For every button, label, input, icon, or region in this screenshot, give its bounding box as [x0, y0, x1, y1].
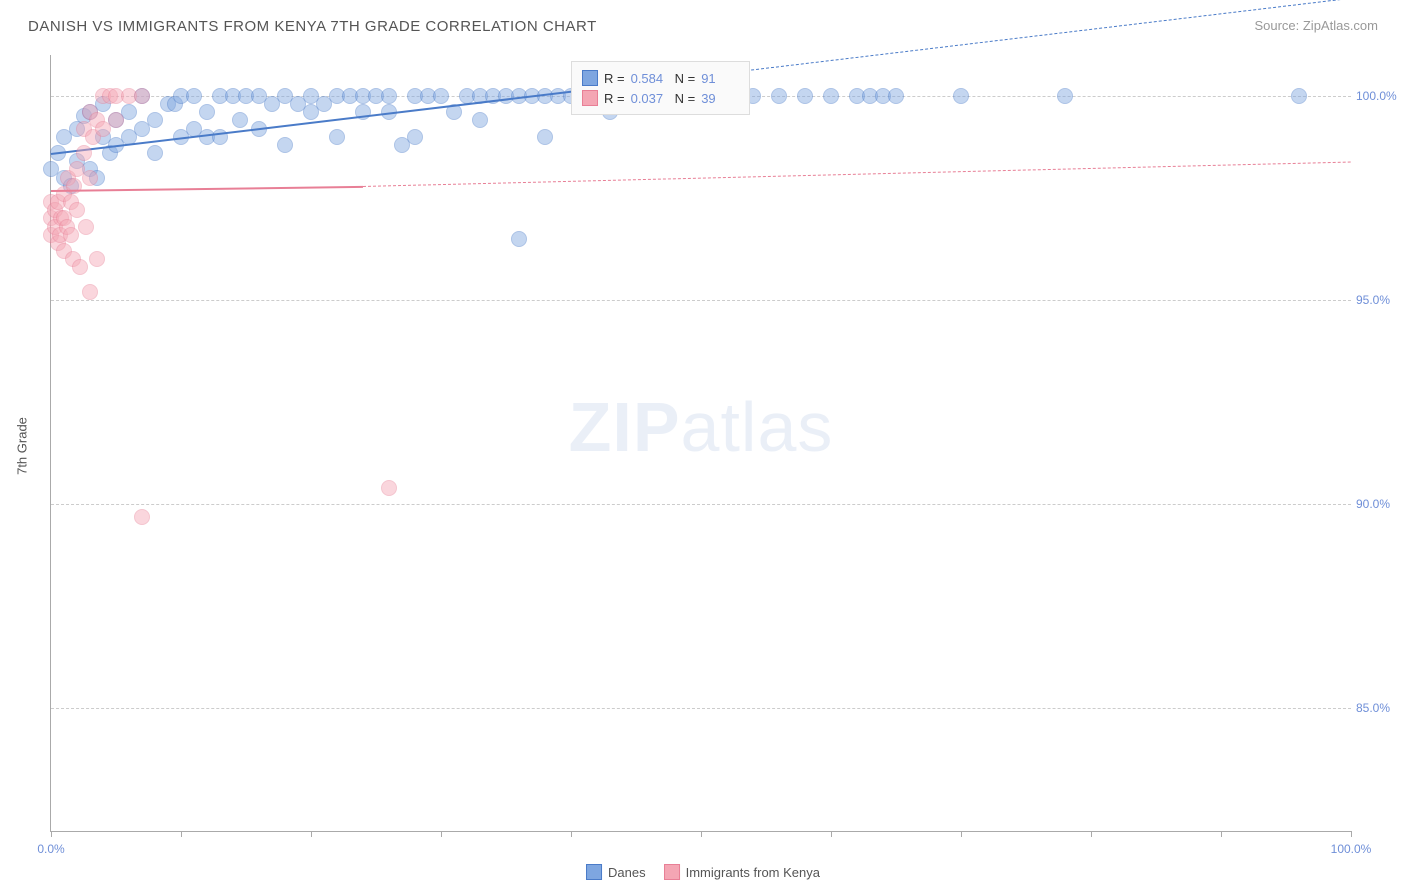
legend-swatch [664, 864, 680, 880]
gridline [51, 504, 1351, 505]
scatter-point [147, 145, 163, 161]
x-tick [701, 831, 702, 837]
source-prefix: Source: [1254, 18, 1302, 33]
y-tick-label: 90.0% [1356, 497, 1401, 511]
scatter-point [186, 88, 202, 104]
r-label: R = [604, 91, 625, 106]
scatter-point [771, 88, 787, 104]
legend-swatch [586, 864, 602, 880]
scatter-point [72, 259, 88, 275]
scatter-point [134, 509, 150, 525]
scatter-point [76, 145, 92, 161]
scatter-point [69, 202, 85, 218]
scatter-point [537, 129, 553, 145]
scatter-point [407, 129, 423, 145]
watermark-atlas: atlas [681, 388, 834, 466]
legend-bottom: Danes Immigrants from Kenya [586, 864, 820, 880]
n-value: 91 [701, 71, 739, 86]
y-tick-label: 95.0% [1356, 293, 1401, 307]
trend-line [363, 161, 1351, 187]
scatter-point [381, 88, 397, 104]
scatter-point [82, 284, 98, 300]
scatter-point [1057, 88, 1073, 104]
x-tick [1351, 831, 1352, 837]
scatter-point [277, 137, 293, 153]
x-tick [51, 831, 52, 837]
legend-item: Danes [586, 864, 646, 880]
x-tick [311, 831, 312, 837]
scatter-point [329, 129, 345, 145]
scatter-point [134, 88, 150, 104]
scatter-point [63, 227, 79, 243]
scatter-point [472, 112, 488, 128]
x-tick [1091, 831, 1092, 837]
y-axis-title: 7th Grade [15, 417, 30, 475]
source-attribution: Source: ZipAtlas.com [1254, 18, 1378, 33]
scatter-point [147, 112, 163, 128]
scatter-point [108, 112, 124, 128]
gridline [51, 300, 1351, 301]
scatter-point [199, 104, 215, 120]
x-tick [961, 831, 962, 837]
stats-legend-row: R = 0.037 N = 39 [582, 88, 739, 108]
trend-line [51, 186, 363, 192]
chart-title: DANISH VS IMMIGRANTS FROM KENYA 7TH GRAD… [28, 18, 597, 35]
source-name: ZipAtlas.com [1303, 18, 1378, 33]
n-label: N = [675, 71, 696, 86]
r-value: 0.037 [631, 91, 669, 106]
y-tick-label: 100.0% [1356, 89, 1401, 103]
scatter-point [381, 480, 397, 496]
x-tick [1221, 831, 1222, 837]
x-tick [181, 831, 182, 837]
scatter-point [797, 88, 813, 104]
legend-label: Immigrants from Kenya [686, 865, 820, 880]
x-tick-label: 0.0% [37, 842, 64, 856]
x-tick [831, 831, 832, 837]
stats-legend-row: R = 0.584 N = 91 [582, 68, 739, 88]
scatter-point [953, 88, 969, 104]
legend-item: Immigrants from Kenya [664, 864, 820, 880]
stats-legend: R = 0.584 N = 91 R = 0.037 N = 39 [571, 61, 750, 115]
scatter-point [511, 231, 527, 247]
legend-swatch [582, 90, 598, 106]
scatter-point [78, 219, 94, 235]
watermark-zip: ZIP [569, 388, 681, 466]
legend-label: Danes [608, 865, 646, 880]
r-label: R = [604, 71, 625, 86]
scatter-point [82, 170, 98, 186]
n-value: 39 [701, 91, 739, 106]
gridline [51, 708, 1351, 709]
chart-plot-area: ZIPatlas 85.0%90.0%95.0%100.0%0.0%100.0%… [50, 55, 1351, 832]
watermark: ZIPatlas [569, 387, 834, 467]
x-tick [571, 831, 572, 837]
scatter-point [888, 88, 904, 104]
x-tick [441, 831, 442, 837]
x-tick-label: 100.0% [1331, 842, 1372, 856]
scatter-point [433, 88, 449, 104]
n-label: N = [675, 91, 696, 106]
y-tick-label: 85.0% [1356, 701, 1401, 715]
legend-swatch [582, 70, 598, 86]
r-value: 0.584 [631, 71, 669, 86]
scatter-point [1291, 88, 1307, 104]
scatter-point [823, 88, 839, 104]
scatter-point [89, 251, 105, 267]
scatter-point [232, 112, 248, 128]
